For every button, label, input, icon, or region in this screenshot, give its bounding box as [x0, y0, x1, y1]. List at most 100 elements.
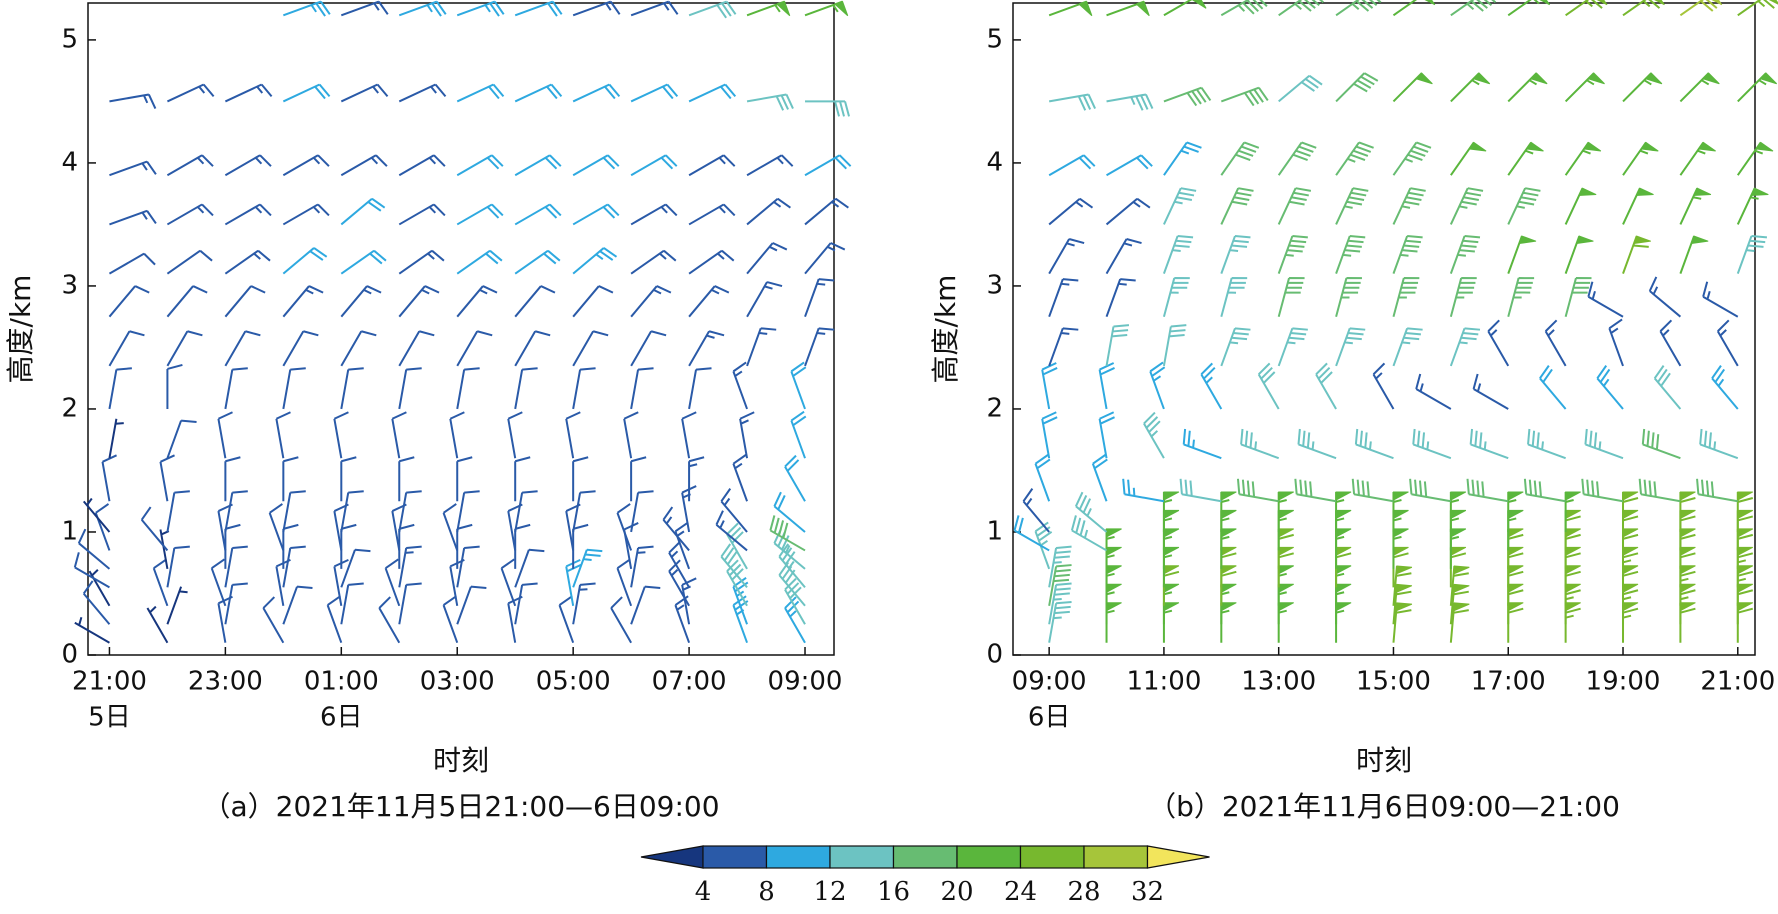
barb-shaft	[1220, 327, 1251, 367]
barb-shaft	[1469, 428, 1509, 460]
barb-shaft	[804, 154, 852, 177]
y-axis-label: 高度/km	[929, 275, 962, 384]
x-tick-label: 23:00	[188, 667, 263, 697]
barb-shaft	[1034, 453, 1051, 502]
barb-shaft	[630, 83, 679, 103]
wind-barb	[778, 561, 806, 607]
wind-barb	[391, 411, 407, 459]
wind-barb	[1022, 488, 1050, 533]
wind-barb	[282, 456, 299, 502]
barb-shaft	[1392, 565, 1412, 606]
wind-barb	[1450, 141, 1487, 176]
wind-barb	[1048, 545, 1072, 588]
wind-barb	[1449, 327, 1481, 367]
barb-flag	[1278, 491, 1294, 501]
barb-shaft	[1544, 319, 1567, 367]
wind-barb	[514, 249, 561, 275]
wind-barb	[514, 285, 556, 318]
wind-barb	[1257, 362, 1280, 410]
wind-barb	[1711, 365, 1739, 410]
barb-shaft	[1449, 565, 1469, 606]
wind-barb	[340, 330, 377, 367]
barb-shaft	[1335, 0, 1382, 17]
barb-flag	[1106, 565, 1122, 575]
barb-shaft	[1048, 564, 1072, 606]
barb-shaft	[514, 83, 563, 103]
wind-barb	[1622, 141, 1659, 176]
barb-shaft	[1466, 478, 1509, 503]
wind-barb	[1048, 278, 1079, 318]
wind-barb	[630, 0, 679, 17]
wind-barb	[1106, 93, 1154, 111]
barb-shaft	[333, 411, 349, 459]
wind-barb	[1335, 187, 1369, 225]
barb-shaft	[398, 490, 422, 533]
wind-barb	[500, 558, 517, 607]
barb-shaft	[1048, 545, 1072, 588]
wind-barb	[1648, 276, 1682, 318]
wind-barb	[572, 490, 596, 533]
wind-barb	[398, 249, 445, 275]
wind-barb	[732, 361, 748, 410]
wind-barb	[456, 490, 480, 533]
barb-shaft	[514, 0, 563, 17]
wind-barb	[688, 203, 736, 226]
wind-barb	[326, 595, 343, 644]
barb-shaft	[514, 456, 531, 502]
wind-barb	[456, 330, 493, 367]
barb-shaft	[773, 528, 806, 570]
wind-barb	[275, 411, 291, 459]
barb-shaft	[1736, 491, 1754, 532]
wind-barb	[746, 93, 794, 111]
colorbar-label: 20	[940, 877, 973, 907]
barb-shaft	[1022, 488, 1050, 533]
colorbar-extend	[1146, 845, 1210, 869]
barb-shaft	[1163, 0, 1193, 17]
barb-shaft	[681, 411, 697, 459]
barb-shaft	[1105, 324, 1130, 367]
barb-shaft	[166, 586, 188, 625]
wind-barb	[1335, 235, 1366, 274]
barb-shaft	[398, 545, 422, 588]
wind-barb	[456, 545, 480, 588]
barb-shaft	[1220, 187, 1254, 225]
wind-barb	[282, 330, 319, 367]
barb-shaft	[1736, 235, 1768, 274]
barb-shaft	[210, 558, 227, 607]
barb-shaft	[1696, 478, 1738, 503]
wind-barb	[1297, 428, 1337, 460]
barb-shaft	[1335, 72, 1379, 103]
wind-barb	[224, 545, 248, 588]
barb-shaft	[391, 411, 407, 459]
wind-barb	[1679, 0, 1723, 17]
barb-shaft	[1105, 238, 1142, 275]
barb-flag	[1220, 491, 1237, 501]
barb-shaft	[1220, 86, 1269, 107]
barb-shaft	[1294, 478, 1337, 503]
barb-shaft	[804, 242, 846, 275]
wind-barb	[739, 411, 755, 459]
barb-shaft	[572, 247, 618, 275]
barb-flag	[1335, 491, 1352, 501]
wind-barb	[1048, 0, 1093, 17]
barb-shaft	[715, 510, 748, 552]
barb-shaft	[572, 83, 621, 103]
barb-shaft	[340, 582, 364, 625]
wind-barb	[224, 456, 241, 502]
wind-barb	[1622, 72, 1663, 103]
wind-barb	[1048, 564, 1072, 606]
barb-shaft	[500, 558, 517, 607]
wind-barb	[398, 330, 435, 367]
barb-shaft	[1070, 515, 1108, 552]
barb-shaft	[572, 0, 621, 17]
wind-barb	[1653, 365, 1682, 410]
wind-barb	[572, 83, 621, 103]
barb-shaft	[681, 577, 697, 625]
barb-shaft	[668, 559, 690, 607]
colorbar-label: 4	[695, 877, 712, 907]
wind-barb	[565, 411, 581, 459]
barb-shaft	[1277, 141, 1317, 176]
barb-shaft	[1277, 235, 1308, 274]
wind-barb	[572, 0, 621, 17]
